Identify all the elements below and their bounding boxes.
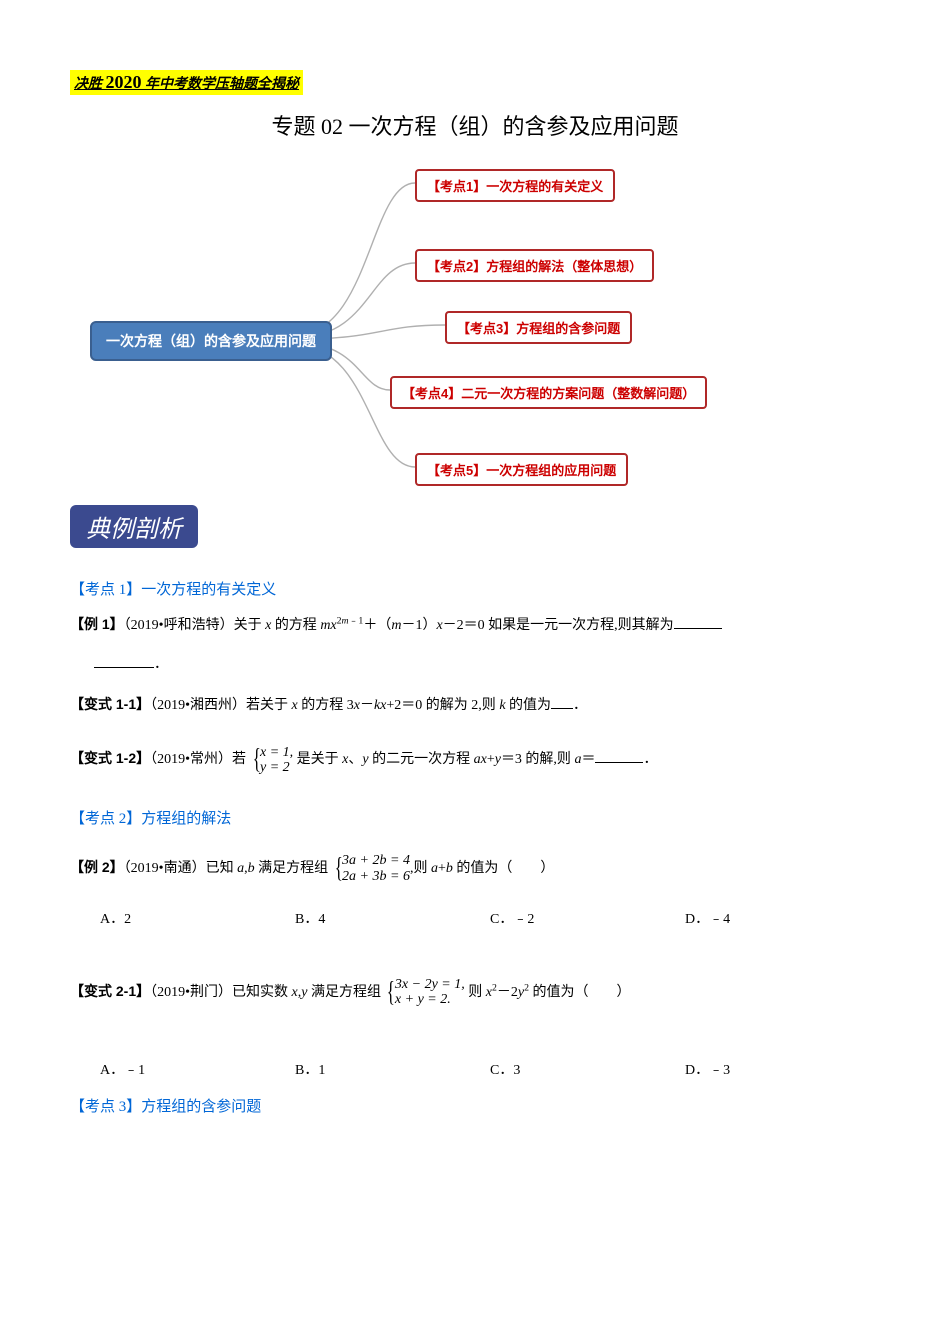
system-e2: {3a + 2b = 42a + 3b = 6 xyxy=(332,838,410,900)
mindmap-root: 一次方程（组）的含参及应用问题 xyxy=(90,321,332,361)
system-v21: {3x − 2y = 1,x + y = 2. xyxy=(384,962,464,1024)
mindmap-diagram: 一次方程（组）的含参及应用问题 【考点1】一次方程的有关定义 【考点2】方程组的… xyxy=(70,151,880,491)
choice-c: C．3 xyxy=(490,1059,685,1079)
banner-suffix: 年中考数学压轴题全揭秘 xyxy=(145,77,299,92)
system-v12: {x = 1,y = 2 xyxy=(250,729,294,791)
blank-v11 xyxy=(551,694,573,709)
choices-e2: A．2 B．4 C．﹣2 D．﹣4 xyxy=(100,908,880,928)
example-1-blank: ． xyxy=(94,650,880,681)
mindmap-node-2: 【考点2】方程组的解法（整体思想） xyxy=(415,249,654,282)
page-title: 专题 02 一次方程（组）的含参及应用问题 xyxy=(70,109,880,141)
choice-c: C．﹣2 xyxy=(490,908,685,928)
example-1: 【例 1】（2019•呼和浩特）关于 x 的方程 mx2m﹣1＋（m－1）x－2… xyxy=(70,609,880,642)
variant-1-1: 【变式 1-1】（2019•湘西州）若关于 x 的方程 3x－kx+2＝0 的解… xyxy=(70,689,880,722)
label-e1: 【例 1】 xyxy=(70,616,124,632)
blank-e1a xyxy=(674,614,722,629)
choice-b: B．1 xyxy=(295,1059,490,1079)
banner-year: 2020 xyxy=(106,72,142,92)
mindmap-node-4: 【考点4】二元一次方程的方案问题（整数解问题） xyxy=(390,376,707,409)
variant-1-2: 【变式 1-2】（2019•常州）若 {x = 1,y = 2 是关于 x、y … xyxy=(70,729,880,791)
choice-d: D．﹣4 xyxy=(685,908,880,928)
choice-a: A．2 xyxy=(100,908,295,928)
label-v11: 【变式 1-1】 xyxy=(70,696,150,712)
blank-v12 xyxy=(595,748,643,763)
variant-2-1: 【变式 2-1】（2019•荆门）已知实数 x,y 满足方程组 {3x − 2y… xyxy=(70,962,880,1024)
mindmap-node-5: 【考点5】一次方程组的应用问题 xyxy=(415,453,628,486)
choice-b: B．4 xyxy=(295,908,490,928)
label-v21: 【变式 2-1】 xyxy=(70,983,150,999)
mindmap-node-1: 【考点1】一次方程的有关定义 xyxy=(415,169,615,202)
exam-point-3: 【考点 3】方程组的含参问题 xyxy=(70,1095,880,1116)
exam-point-1: 【考点 1】一次方程的有关定义 xyxy=(70,578,880,599)
choice-d: D．﹣3 xyxy=(685,1059,880,1079)
example-2: 【例 2】（2019•南通）已知 a,b 满足方程组 {3a + 2b = 42… xyxy=(70,838,880,900)
section-badge: 典例剖析 xyxy=(70,505,198,548)
blank-e1b xyxy=(94,653,154,668)
choices-v21: A．﹣1 B．1 C．3 D．﹣3 xyxy=(100,1059,880,1079)
series-banner: 决胜 2020 年中考数学压轴题全揭秘 xyxy=(70,70,303,95)
label-v12: 【变式 1-2】 xyxy=(70,750,150,766)
label-e2: 【例 2】 xyxy=(70,859,124,875)
banner-prefix: 决胜 xyxy=(74,77,102,92)
choice-a: A．﹣1 xyxy=(100,1059,295,1079)
mindmap-node-3: 【考点3】方程组的含参问题 xyxy=(445,311,632,344)
exam-point-2: 【考点 2】方程组的解法 xyxy=(70,807,880,828)
